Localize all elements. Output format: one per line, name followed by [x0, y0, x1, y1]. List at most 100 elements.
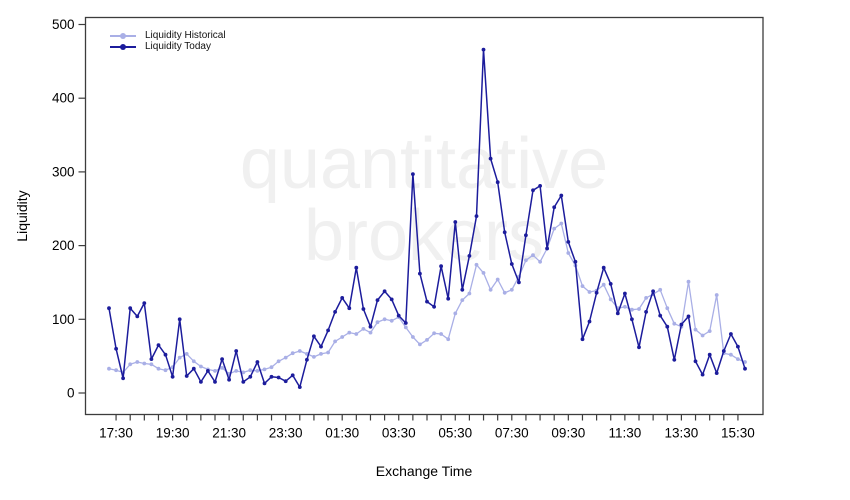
data-point: [587, 290, 592, 294]
data-point: [389, 297, 394, 302]
data-point: [481, 47, 486, 52]
data-point: [552, 226, 557, 231]
data-point: [312, 334, 316, 339]
data-point: [672, 321, 677, 326]
data-point: [107, 306, 111, 311]
data-point: [467, 291, 472, 296]
data-point: [340, 296, 345, 300]
data-point: [213, 380, 217, 384]
data-point: [531, 253, 535, 258]
data-point: [736, 357, 740, 361]
data-point: [615, 311, 620, 316]
data-point: [686, 279, 691, 284]
data-point: [439, 264, 443, 269]
data-point: [333, 339, 337, 344]
data-point: [566, 240, 571, 244]
data-point: [439, 332, 443, 336]
data-point: [623, 304, 627, 309]
x-tick-label: 13:30: [665, 426, 699, 441]
data-point: [396, 313, 401, 318]
data-point: [601, 265, 606, 270]
data-point: [403, 321, 408, 325]
y-axis: 0 100 200 300 400 500: [52, 17, 86, 401]
data-point: [290, 351, 295, 356]
data-point: [163, 352, 168, 357]
data-point: [347, 306, 352, 311]
data-point: [665, 324, 670, 329]
data-point: [446, 337, 451, 342]
legend-swatch-historical-icon: [110, 32, 136, 39]
data-point: [220, 366, 225, 370]
data-point: [432, 331, 436, 336]
data-point: [213, 369, 217, 373]
data-point: [319, 344, 323, 349]
data-point: [333, 310, 337, 314]
data-point: [623, 291, 627, 296]
data-point: [481, 271, 486, 275]
x-tick-label: 23:30: [269, 426, 303, 441]
data-point: [262, 381, 267, 386]
data-point: [665, 306, 670, 311]
data-point: [517, 280, 521, 285]
data-point: [644, 310, 648, 314]
data-point: [531, 188, 535, 193]
data-point: [290, 373, 295, 378]
data-point: [142, 301, 147, 305]
data-point: [502, 230, 507, 235]
data-point: [121, 376, 125, 381]
data-point: [700, 372, 705, 377]
data-point: [658, 287, 663, 292]
data-point: [509, 287, 514, 292]
data-point: [700, 333, 705, 338]
data-point: [382, 289, 387, 294]
x-tick-label: 15:30: [721, 426, 755, 441]
data-point: [297, 385, 302, 389]
data-point: [637, 307, 641, 311]
data-point: [488, 156, 493, 161]
data-point: [425, 299, 429, 304]
data-point: [502, 290, 507, 295]
data-point: [206, 369, 210, 373]
data-point: [234, 349, 239, 353]
data-point: [686, 314, 691, 319]
data-point: [474, 262, 479, 267]
data-point: [142, 361, 147, 366]
data-point: [361, 307, 366, 311]
data-point: [608, 297, 613, 302]
data-point: [721, 349, 726, 353]
data-point: [375, 298, 380, 302]
data-point: [382, 317, 387, 322]
legend-item-today: Liquidity Today: [110, 41, 226, 52]
data-point: [199, 364, 203, 369]
data-point: [184, 352, 189, 356]
data-point: [714, 293, 719, 297]
x-tick-label: 05:30: [438, 426, 472, 441]
data-point: [545, 246, 549, 251]
x-tick-label: 03:30: [382, 426, 416, 441]
data-point: [587, 319, 592, 324]
x-tick-label: 09:30: [551, 426, 585, 441]
data-point: [234, 369, 239, 373]
data-point: [184, 374, 189, 378]
legend-label-historical: Liquidity Historical: [145, 30, 226, 41]
data-point: [340, 335, 345, 339]
data-point: [220, 357, 225, 361]
legend-label-today: Liquidity Today: [145, 41, 211, 52]
data-point: [693, 327, 698, 332]
y-tick-label: 200: [52, 238, 75, 253]
legend-item-historical: Liquidity Historical: [110, 30, 226, 41]
data-point: [269, 365, 274, 370]
x-tick-label: 07:30: [495, 426, 529, 441]
data-point: [241, 380, 246, 384]
data-point: [460, 287, 465, 292]
data-point: [361, 327, 366, 331]
data-point: [305, 357, 309, 362]
data-point: [679, 322, 684, 327]
data-point: [135, 314, 140, 319]
data-point: [601, 282, 606, 287]
data-point: [743, 366, 747, 371]
data-point: [354, 332, 359, 336]
data-point: [467, 254, 472, 258]
data-point: [177, 317, 182, 322]
